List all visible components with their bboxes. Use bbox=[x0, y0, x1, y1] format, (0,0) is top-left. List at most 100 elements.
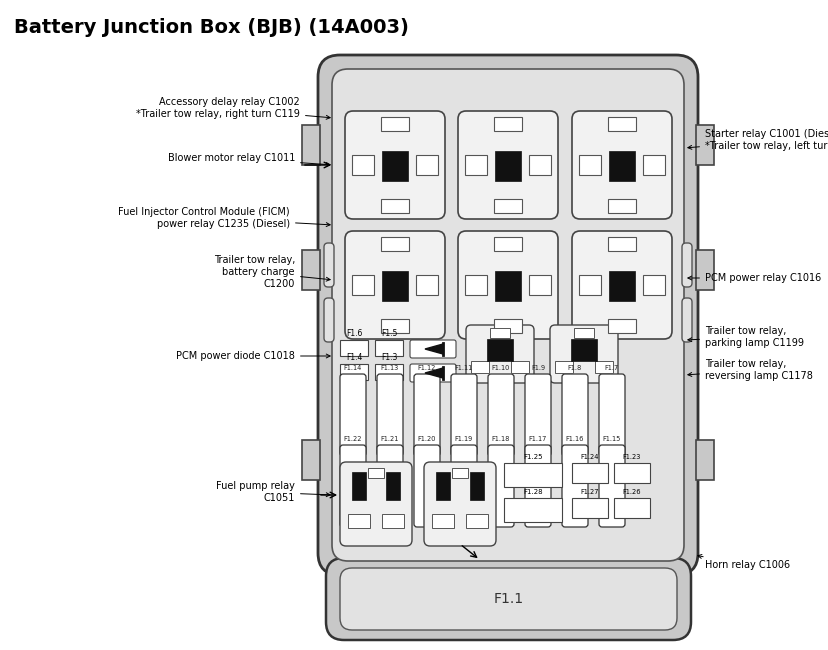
Text: F1.22: F1.22 bbox=[344, 436, 362, 442]
Bar bbox=[382, 151, 407, 181]
Bar bbox=[571, 498, 607, 518]
FancyBboxPatch shape bbox=[339, 568, 676, 630]
FancyBboxPatch shape bbox=[599, 374, 624, 456]
FancyBboxPatch shape bbox=[465, 325, 533, 383]
Bar bbox=[374, 340, 402, 356]
Text: F1.5: F1.5 bbox=[380, 329, 397, 338]
FancyBboxPatch shape bbox=[318, 55, 697, 575]
Bar bbox=[578, 275, 600, 295]
Text: PCM power relay C1016: PCM power relay C1016 bbox=[687, 273, 821, 283]
Text: F1.13: F1.13 bbox=[380, 365, 398, 371]
Text: Trailer tow relay,
reversing lamp C1178: Trailer tow relay, reversing lamp C1178 bbox=[687, 359, 812, 381]
Bar bbox=[503, 463, 561, 487]
Bar bbox=[465, 155, 486, 175]
Bar bbox=[609, 151, 634, 181]
Bar bbox=[493, 319, 522, 333]
Text: F1.16: F1.16 bbox=[566, 436, 584, 442]
FancyBboxPatch shape bbox=[681, 298, 691, 342]
FancyBboxPatch shape bbox=[457, 111, 557, 219]
FancyBboxPatch shape bbox=[450, 374, 476, 456]
Bar bbox=[696, 125, 713, 165]
Bar bbox=[614, 498, 649, 518]
Bar bbox=[486, 339, 513, 361]
FancyBboxPatch shape bbox=[339, 374, 365, 456]
Bar bbox=[494, 271, 520, 301]
Bar bbox=[607, 117, 635, 131]
FancyBboxPatch shape bbox=[325, 558, 691, 640]
Bar bbox=[510, 361, 528, 373]
Bar bbox=[381, 319, 408, 333]
Bar bbox=[494, 151, 520, 181]
Text: Starter relay C1001 (Diesel)
*Trailer tow relay, left turn C120: Starter relay C1001 (Diesel) *Trailer to… bbox=[687, 129, 828, 151]
Text: F1.3: F1.3 bbox=[380, 353, 397, 362]
FancyBboxPatch shape bbox=[410, 340, 455, 358]
Bar bbox=[607, 237, 635, 251]
FancyBboxPatch shape bbox=[377, 374, 402, 456]
Polygon shape bbox=[425, 368, 442, 378]
Text: F1.18: F1.18 bbox=[491, 436, 509, 442]
Text: F1.9: F1.9 bbox=[530, 365, 544, 371]
FancyBboxPatch shape bbox=[410, 364, 455, 382]
Bar bbox=[381, 199, 408, 213]
Bar bbox=[374, 364, 402, 380]
Bar bbox=[416, 275, 437, 295]
Bar bbox=[614, 463, 649, 483]
Text: F1.17: F1.17 bbox=[528, 436, 546, 442]
Bar bbox=[607, 319, 635, 333]
Bar bbox=[489, 328, 509, 338]
Bar bbox=[528, 155, 551, 175]
FancyBboxPatch shape bbox=[599, 445, 624, 527]
Text: PCM power diode C1018: PCM power diode C1018 bbox=[176, 351, 330, 361]
FancyBboxPatch shape bbox=[681, 243, 691, 287]
Text: F1.27: F1.27 bbox=[580, 489, 599, 495]
Bar bbox=[301, 125, 320, 165]
Bar bbox=[301, 440, 320, 480]
FancyBboxPatch shape bbox=[571, 231, 672, 339]
Text: F1.28: F1.28 bbox=[522, 489, 542, 495]
Polygon shape bbox=[425, 344, 442, 354]
Bar bbox=[352, 472, 365, 500]
FancyBboxPatch shape bbox=[331, 69, 683, 561]
Bar bbox=[381, 237, 408, 251]
Bar bbox=[578, 155, 600, 175]
Text: Accessory delay relay C1002
*Trailer tow relay, right turn C119: Accessory delay relay C1002 *Trailer tow… bbox=[136, 98, 330, 119]
Bar bbox=[348, 514, 369, 528]
FancyBboxPatch shape bbox=[377, 445, 402, 527]
FancyBboxPatch shape bbox=[561, 374, 587, 456]
Bar bbox=[465, 514, 488, 528]
Bar bbox=[595, 361, 612, 373]
Text: Blower motor relay C1011: Blower motor relay C1011 bbox=[167, 153, 330, 166]
Bar bbox=[573, 328, 594, 338]
Bar bbox=[386, 472, 400, 500]
FancyBboxPatch shape bbox=[324, 243, 334, 287]
FancyBboxPatch shape bbox=[524, 445, 551, 527]
Bar bbox=[339, 364, 368, 380]
Bar bbox=[431, 514, 454, 528]
Bar bbox=[339, 340, 368, 356]
FancyBboxPatch shape bbox=[339, 445, 365, 527]
Bar bbox=[381, 117, 408, 131]
FancyBboxPatch shape bbox=[457, 231, 557, 339]
Text: Battery Junction Box (BJB) (14A003): Battery Junction Box (BJB) (14A003) bbox=[14, 18, 408, 37]
FancyBboxPatch shape bbox=[423, 462, 495, 546]
Bar bbox=[528, 275, 551, 295]
FancyBboxPatch shape bbox=[571, 111, 672, 219]
Bar bbox=[416, 155, 437, 175]
Bar bbox=[436, 472, 450, 500]
Text: Fuel pump relay
C1051: Fuel pump relay C1051 bbox=[216, 481, 330, 503]
FancyBboxPatch shape bbox=[524, 374, 551, 456]
Text: Fuel Injector Control Module (FICM)
power relay C1235 (Diesel): Fuel Injector Control Module (FICM) powe… bbox=[118, 207, 330, 229]
FancyBboxPatch shape bbox=[339, 462, 412, 546]
Bar bbox=[368, 468, 383, 478]
FancyBboxPatch shape bbox=[344, 111, 445, 219]
Text: F1.6: F1.6 bbox=[345, 329, 362, 338]
Text: F1.7: F1.7 bbox=[604, 365, 619, 371]
FancyBboxPatch shape bbox=[344, 231, 445, 339]
Bar bbox=[493, 117, 522, 131]
Text: F1.14: F1.14 bbox=[344, 365, 362, 371]
Text: F1.1: F1.1 bbox=[493, 592, 523, 606]
FancyBboxPatch shape bbox=[488, 374, 513, 456]
Bar bbox=[643, 275, 664, 295]
Bar bbox=[382, 514, 403, 528]
Bar bbox=[696, 440, 713, 480]
